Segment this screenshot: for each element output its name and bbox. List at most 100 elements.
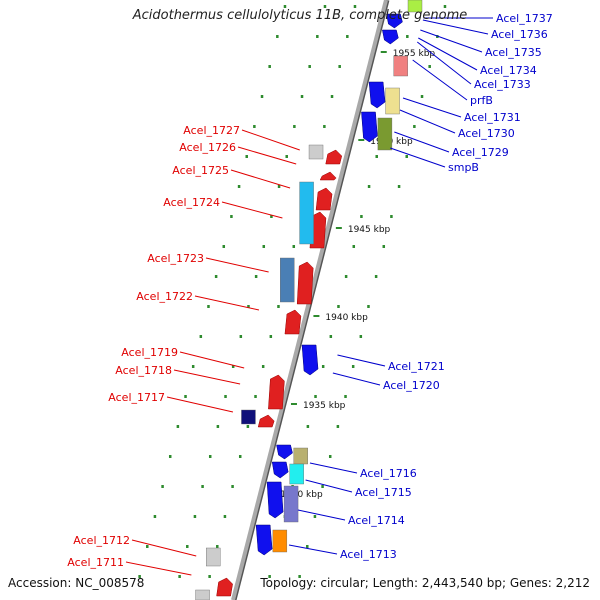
reverse-leader-line	[337, 354, 386, 367]
track-dot	[208, 455, 212, 458]
track-dot	[382, 245, 386, 248]
track-dot	[237, 185, 241, 188]
forward-gene-arrow	[257, 414, 275, 428]
track-dot	[207, 305, 210, 308]
tick-label: 1945 kbp	[348, 225, 391, 235]
reverse-gene-box	[289, 463, 304, 485]
track-dot	[224, 395, 227, 398]
reverse-gene-arrow	[368, 81, 386, 109]
track-dot	[292, 245, 296, 248]
forward-leader-line	[230, 169, 291, 189]
track-dot	[344, 275, 348, 278]
track-dot	[247, 305, 250, 308]
track-dot	[201, 485, 204, 488]
reverse-leader-line	[390, 147, 446, 168]
forward-gene-label: Acel_1727	[183, 124, 240, 137]
track-dot	[346, 35, 349, 38]
forward-gene-label: Acel_1724	[163, 196, 220, 209]
reverse-gene-label: Acel_1735	[485, 46, 542, 59]
track-dot	[353, 5, 357, 8]
track-dot	[268, 65, 271, 68]
track-dot	[443, 5, 447, 8]
track-dot	[338, 65, 341, 68]
track-dot	[316, 35, 319, 38]
map-title: Acidothermus cellulolyticus 11B, complet…	[132, 8, 468, 23]
reverse-gene-arrow	[271, 461, 289, 479]
track-dot	[328, 455, 332, 458]
topology-text: Topology: circular; Length: 2,443,540 bp…	[260, 576, 590, 590]
reverse-gene-box	[385, 87, 400, 115]
track-dot	[323, 5, 327, 8]
reverse-gene-label: Acel_1730	[458, 127, 515, 140]
forward-gene-label: Acel_1718	[115, 364, 172, 377]
reverse-gene-box	[272, 529, 288, 553]
reverse-gene-arrow	[361, 111, 378, 143]
reverse-gene-arrow	[276, 444, 293, 460]
track-dot	[306, 425, 310, 428]
track-dot	[238, 455, 242, 458]
track-dot	[276, 35, 279, 38]
track-dot	[161, 485, 164, 488]
track-dot	[269, 335, 273, 338]
track-dot	[428, 65, 431, 68]
track-dot	[374, 275, 378, 278]
reverse-gene-label: Acel_1736	[491, 28, 548, 41]
track-dot	[277, 185, 281, 188]
forward-gene-arrow	[284, 309, 302, 335]
track-dot	[168, 455, 172, 458]
tick-label: 1940 kbp	[325, 313, 368, 323]
reverse-leader-line	[412, 59, 468, 101]
track-dot	[314, 395, 317, 398]
reverse-gene-box	[283, 485, 299, 523]
track-dot	[293, 125, 296, 128]
forward-gene-box	[308, 144, 324, 160]
track-dot	[223, 515, 227, 518]
reverse-gene-label: Acel_1720	[383, 379, 440, 392]
track-dot	[397, 185, 401, 188]
reverse-leader-line	[416, 41, 472, 85]
reverse-leader-line	[288, 544, 338, 555]
reverse-leader-line	[420, 29, 483, 53]
track-dot	[254, 395, 257, 398]
track-dot	[344, 395, 347, 398]
forward-leader-line	[237, 146, 297, 165]
forward-leader-line	[131, 539, 197, 557]
forward-gene-box	[195, 589, 210, 600]
track-dot	[313, 515, 317, 518]
track-dot	[323, 125, 326, 128]
track-dot	[420, 95, 424, 98]
reverse-leader-line	[402, 97, 462, 118]
reverse-gene-label: Acel_1731	[464, 111, 521, 124]
track-dot	[390, 215, 393, 218]
track-dot	[330, 95, 334, 98]
reverse-gene-arrow	[301, 344, 319, 376]
track-dot	[283, 5, 287, 8]
track-dot	[178, 575, 181, 578]
forward-gene-box	[280, 257, 295, 303]
track-dot	[336, 425, 340, 428]
forward-gene-label: Acel_1719	[121, 346, 178, 359]
forward-gene-label: Acel_1725	[172, 164, 229, 177]
reverse-gene-label: Acel_1721	[388, 360, 445, 373]
reverse-leader-line	[394, 131, 450, 153]
reverse-leader-line	[305, 479, 353, 493]
reverse-gene-label: Acel_1734	[480, 64, 537, 77]
forward-gene-label: Acel_1711	[67, 556, 124, 569]
track-dot	[321, 485, 324, 488]
track-dot	[254, 275, 258, 278]
reverse-gene-label: Acel_1716	[360, 467, 417, 480]
reverse-gene-label: Acel_1729	[452, 146, 509, 159]
track-dot	[261, 365, 265, 368]
track-dot	[306, 545, 309, 548]
reverse-gene-box	[393, 55, 408, 77]
track-dot	[298, 575, 301, 578]
track-dot	[230, 215, 233, 218]
forward-leader-line	[179, 351, 245, 369]
track-dot	[246, 425, 250, 428]
track-dot	[193, 515, 197, 518]
forward-gene-label: Acel_1722	[136, 290, 193, 303]
track-dot	[413, 125, 416, 128]
reverse-gene-arrow	[386, 13, 403, 29]
